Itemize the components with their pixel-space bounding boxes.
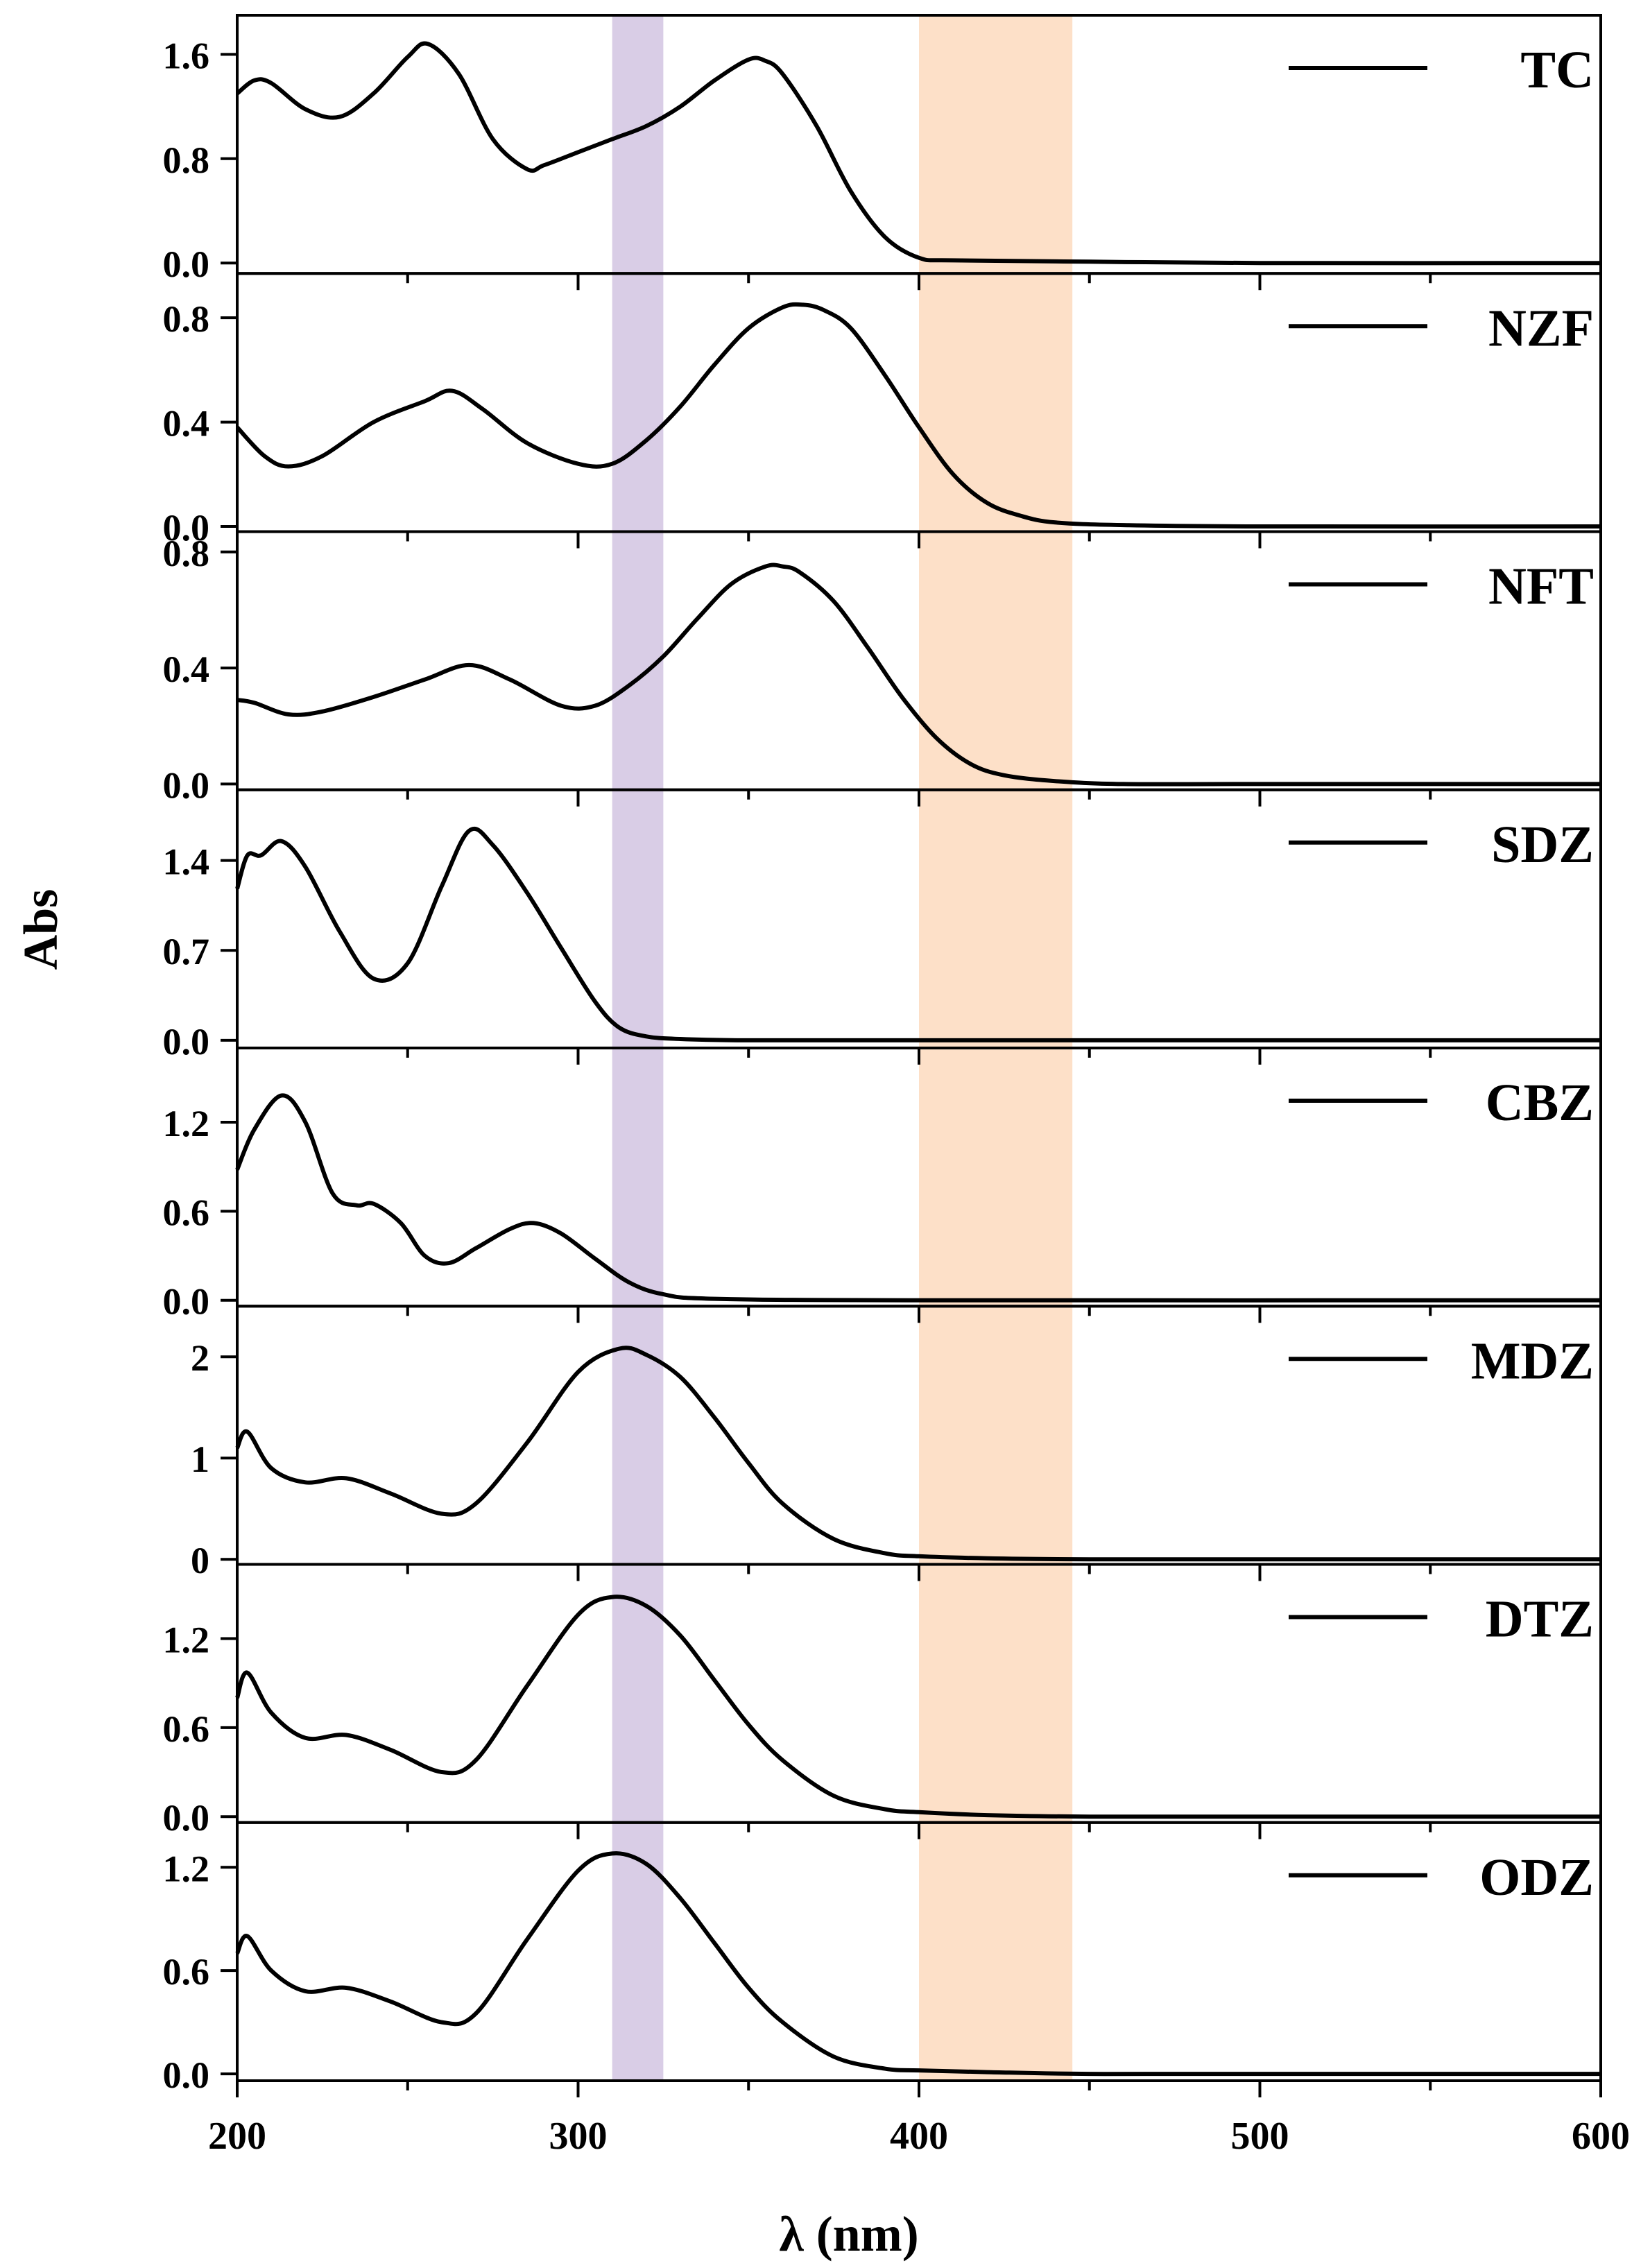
y-tick-label-sdz-0: 0.0 — [163, 1021, 210, 1063]
series-line-tc — [236, 41, 1601, 266]
y-tick-label-tc-2: 1.6 — [163, 35, 210, 76]
panel-odz: 0.0 0.6 1.2 ODZ — [163, 1821, 1602, 2097]
legend-label-cbz: CBZ — [1486, 1074, 1594, 1132]
legend-label-sdz: SDZ — [1491, 816, 1594, 874]
x-tick-label-2: 400 — [890, 2115, 948, 2158]
y-tick-label-dtz-2: 1.2 — [163, 1619, 210, 1660]
legend-label-odz: ODZ — [1479, 1848, 1594, 1907]
legend-label-nft: NFT — [1488, 558, 1594, 616]
y-tick-label-cbz-0: 0.0 — [163, 1281, 210, 1323]
series-line-cbz — [235, 1093, 1601, 1303]
y-tick-label-nft-1: 0.4 — [163, 648, 210, 690]
x-tick-label-4: 600 — [1572, 2115, 1630, 2158]
y-tick-label-nzf-1: 0.4 — [163, 403, 210, 445]
x-axis-label: λ (nm) — [779, 2206, 918, 2262]
y-tick-label-dtz-0: 0.0 — [163, 1797, 210, 1839]
y-tick-label-nft-2: 0.8 — [163, 533, 210, 574]
series-line-sdz — [235, 826, 1601, 1043]
panel-tc: 0.0 0.8 1.6 TC — [163, 14, 1602, 291]
y-tick-label-mdz-0: 0 — [191, 1540, 209, 1581]
y-tick-label-nzf-2: 0.8 — [163, 298, 210, 340]
legend-label-mdz: MDZ — [1471, 1332, 1594, 1390]
panel-sdz: 0.0 0.7 1.4 SDZ — [163, 788, 1602, 1065]
x-tick-label-1: 300 — [549, 2115, 608, 2158]
x-tick-label-0: 200 — [208, 2115, 266, 2158]
y-tick-label-odz-1: 0.6 — [163, 1951, 210, 1993]
y-tick-label-sdz-2: 1.4 — [163, 841, 210, 883]
y-tick-label-mdz-1: 1 — [191, 1438, 209, 1480]
y-tick-label-sdz-1: 0.7 — [163, 931, 210, 972]
y-tick-label-dtz-1: 0.6 — [163, 1708, 210, 1750]
y-tick-label-nft-0: 0.0 — [163, 764, 210, 806]
y-tick-label-odz-0: 0.0 — [163, 2054, 210, 2096]
series-line-nft — [237, 562, 1601, 787]
series-line-odz — [235, 1851, 1601, 2077]
y-tick-label-tc-1: 0.8 — [163, 139, 210, 181]
y-tick-label-odz-2: 1.2 — [163, 1848, 210, 1889]
y-tick-label-cbz-1: 0.6 — [163, 1192, 210, 1233]
x-axis: 200 300 400 500 600 — [208, 2115, 1630, 2158]
x-tick-label-3: 500 — [1231, 2115, 1289, 2158]
y-tick-label-cbz-2: 1.2 — [163, 1103, 210, 1144]
panel-cbz: 0.0 0.6 1.2 CBZ — [163, 1047, 1602, 1323]
legend-label-dtz: DTZ — [1486, 1590, 1594, 1649]
panels: 0.00.81.6 TC0.00.40.8 NZF0.00.40.8NFT0.00.… — [163, 14, 1602, 2097]
panel-nzf: 0.0 0.4 0.8 NZF — [163, 272, 1602, 549]
series-line-mdz — [235, 1346, 1601, 1562]
legend-label-nzf: NZF — [1488, 299, 1594, 357]
panel-mdz: 0 1 2 MDZ — [191, 1305, 1602, 1581]
series-line-dtz — [235, 1595, 1601, 1819]
panel-dtz: 0.0 0.6 1.2 DTZ — [163, 1563, 1602, 1839]
y-tick-label-nzf-0: 0.0 — [163, 507, 210, 549]
y-tick-label-mdz-2: 2 — [191, 1337, 209, 1379]
series-line-nzf — [235, 302, 1601, 529]
y-tick-label-tc-0: 0.0 — [163, 243, 210, 285]
legend-label-tc: TC — [1520, 41, 1594, 99]
y-axis-label: Abs — [15, 889, 68, 970]
